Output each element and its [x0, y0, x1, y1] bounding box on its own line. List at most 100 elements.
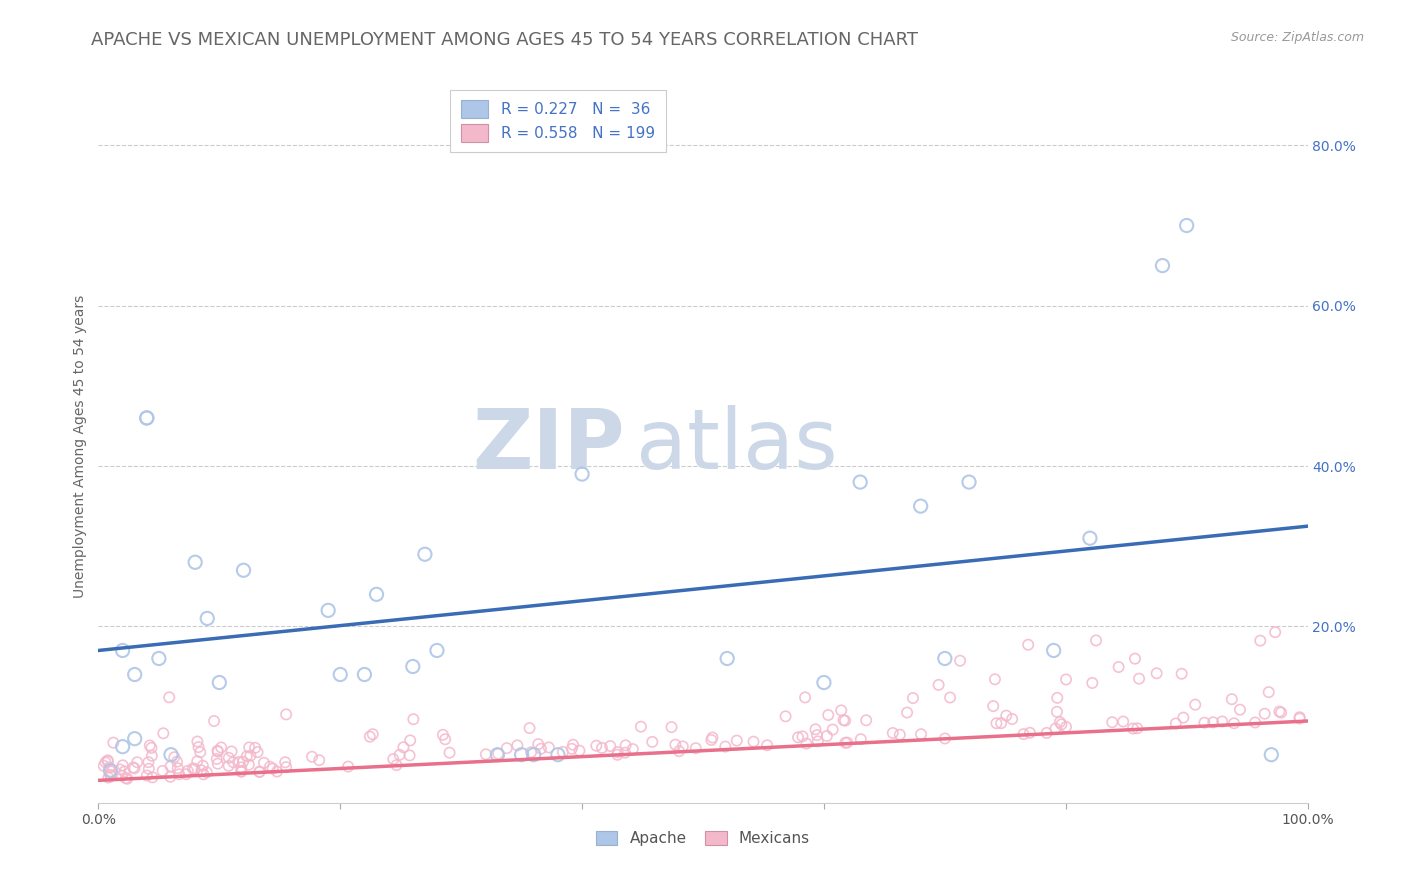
- Point: [329, 667, 352, 681]
- Point: [159, 770, 181, 784]
- Point: [221, 744, 243, 758]
- Point: [97, 771, 120, 785]
- Point: [949, 654, 972, 668]
- Point: [191, 758, 214, 772]
- Point: [1054, 673, 1077, 687]
- Point: [621, 742, 644, 756]
- Point: [1001, 712, 1024, 726]
- Point: [385, 758, 408, 772]
- Point: [166, 761, 188, 775]
- Point: [205, 752, 228, 766]
- Point: [1123, 651, 1146, 665]
- Point: [1253, 706, 1275, 721]
- Point: [190, 764, 212, 778]
- Point: [353, 667, 375, 681]
- Point: [995, 708, 1018, 723]
- Point: [157, 690, 180, 705]
- Point: [486, 747, 509, 761]
- Point: [599, 739, 621, 753]
- Point: [1017, 638, 1039, 652]
- Point: [97, 753, 120, 767]
- Text: APACHE VS MEXICAN UNEMPLOYMENT AMONG AGES 45 TO 54 YEARS CORRELATION CHART: APACHE VS MEXICAN UNEMPLOYMENT AMONG AGE…: [91, 31, 918, 49]
- Point: [834, 736, 856, 750]
- Point: [186, 734, 208, 748]
- Point: [1264, 625, 1286, 640]
- Point: [218, 759, 240, 773]
- Point: [664, 738, 686, 752]
- Point: [585, 739, 607, 753]
- Point: [249, 764, 271, 779]
- Point: [195, 765, 218, 780]
- Point: [124, 761, 146, 775]
- Point: [114, 764, 136, 779]
- Point: [114, 771, 136, 785]
- Point: [236, 749, 259, 764]
- Point: [1146, 666, 1168, 681]
- Point: [111, 769, 134, 783]
- Point: [181, 762, 204, 776]
- Point: [1045, 722, 1067, 736]
- Point: [238, 740, 260, 755]
- Point: [266, 764, 288, 779]
- Point: [148, 651, 170, 665]
- Point: [817, 708, 839, 723]
- Point: [276, 760, 298, 774]
- Point: [253, 756, 276, 770]
- Point: [661, 720, 683, 734]
- Point: [725, 733, 748, 747]
- Point: [249, 764, 271, 779]
- Point: [807, 734, 830, 748]
- Point: [523, 747, 546, 762]
- Point: [896, 706, 918, 720]
- Point: [135, 768, 157, 782]
- Point: [614, 746, 637, 760]
- Point: [1211, 714, 1233, 729]
- Point: [792, 730, 814, 744]
- Point: [100, 764, 122, 778]
- Point: [571, 467, 593, 481]
- Point: [804, 723, 827, 737]
- Point: [398, 748, 420, 763]
- Point: [1042, 643, 1064, 657]
- Point: [1046, 690, 1069, 705]
- Point: [141, 771, 163, 785]
- Point: [537, 740, 560, 755]
- Point: [100, 764, 122, 779]
- Point: [259, 760, 281, 774]
- Point: [832, 713, 855, 727]
- Point: [434, 732, 457, 747]
- Text: ZIP: ZIP: [472, 406, 624, 486]
- Point: [432, 728, 454, 742]
- Point: [1081, 676, 1104, 690]
- Point: [934, 731, 956, 746]
- Point: [274, 756, 297, 770]
- Point: [1288, 710, 1310, 724]
- Point: [1152, 259, 1174, 273]
- Point: [207, 756, 229, 771]
- Point: [1220, 692, 1243, 706]
- Point: [1012, 727, 1035, 741]
- Point: [388, 747, 411, 762]
- Point: [1108, 660, 1130, 674]
- Point: [1288, 711, 1310, 725]
- Point: [849, 732, 872, 747]
- Point: [135, 411, 157, 425]
- Point: [702, 731, 724, 745]
- Point: [1019, 726, 1042, 740]
- Point: [402, 712, 425, 726]
- Point: [228, 755, 250, 769]
- Point: [1054, 720, 1077, 734]
- Point: [1128, 672, 1150, 686]
- Point: [813, 675, 835, 690]
- Point: [231, 764, 253, 779]
- Point: [834, 714, 856, 728]
- Point: [981, 699, 1004, 714]
- Point: [193, 767, 215, 781]
- Point: [262, 762, 284, 776]
- Point: [1035, 726, 1057, 740]
- Point: [276, 707, 298, 722]
- Point: [308, 753, 330, 767]
- Point: [100, 769, 122, 783]
- Point: [183, 762, 205, 776]
- Point: [527, 737, 550, 751]
